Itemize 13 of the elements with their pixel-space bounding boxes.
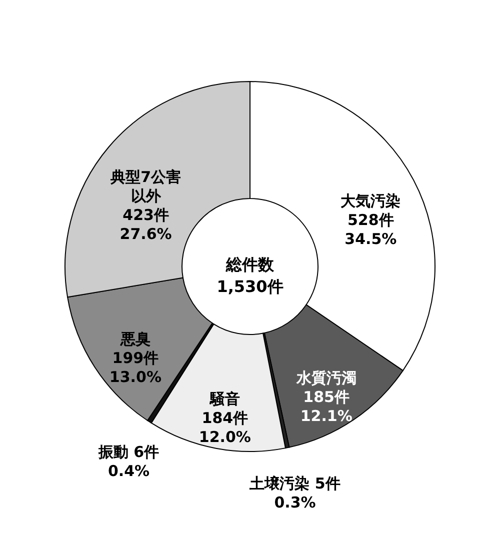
data-label: 199件 13.0% <box>109 349 162 386</box>
slice-label: 振動 6件 0.4% <box>97 443 160 480</box>
slice-label: 悪臭 <box>119 330 150 348</box>
data-label: 528件 34.5% <box>344 211 397 248</box>
slice-label: 騒音 <box>208 390 240 408</box>
data-label: 423件 27.6% <box>120 206 172 243</box>
data-label: 184件 12.0% <box>198 409 251 446</box>
slice-label: 大気汚染 <box>340 192 401 210</box>
slice-label: 水質汚濁 <box>295 369 356 388</box>
slice-label: 典型7公害以外 <box>110 168 182 205</box>
slice-label: 土壌汚染 5件 0.3% <box>248 474 340 512</box>
data-label: 185件 12.1% <box>300 388 352 426</box>
text: 総件数 1,530件 <box>216 255 284 296</box>
